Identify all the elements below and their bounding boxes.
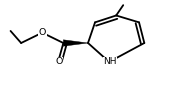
Text: O: O (55, 57, 63, 66)
Text: O: O (39, 28, 46, 37)
Text: NH: NH (103, 57, 117, 66)
Polygon shape (63, 40, 88, 46)
